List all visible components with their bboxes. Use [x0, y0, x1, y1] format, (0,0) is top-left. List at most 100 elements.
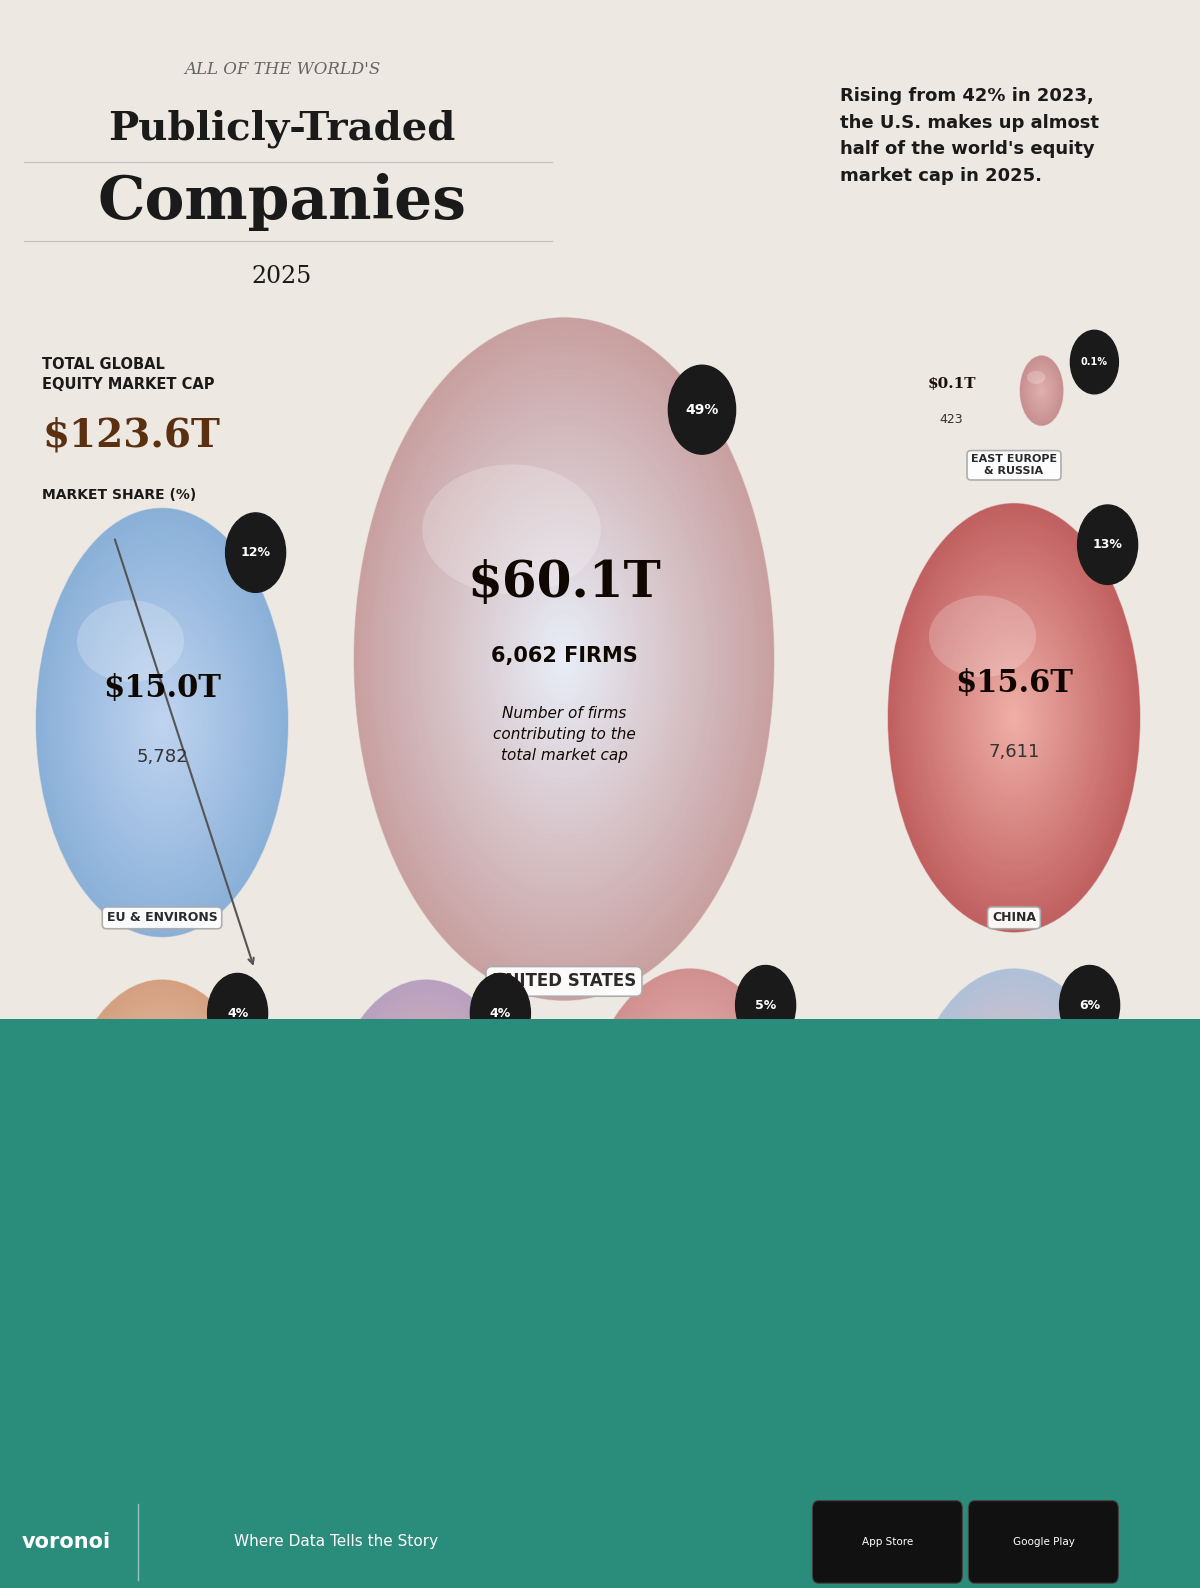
Ellipse shape — [1003, 1116, 1025, 1148]
Ellipse shape — [158, 716, 166, 730]
Ellipse shape — [358, 1026, 494, 1245]
Ellipse shape — [917, 1262, 1087, 1517]
FancyBboxPatch shape — [812, 1501, 962, 1583]
Ellipse shape — [522, 591, 606, 727]
Ellipse shape — [926, 567, 1103, 867]
Ellipse shape — [660, 1369, 696, 1423]
Ellipse shape — [659, 1083, 721, 1181]
Ellipse shape — [934, 1286, 1070, 1493]
Text: 1,725: 1,725 — [119, 1413, 157, 1428]
Ellipse shape — [152, 1120, 172, 1151]
Ellipse shape — [983, 664, 1045, 772]
Ellipse shape — [328, 1315, 440, 1493]
Ellipse shape — [640, 1339, 715, 1453]
Ellipse shape — [966, 1059, 1062, 1205]
Text: $5.1T: $5.1T — [386, 1099, 466, 1123]
Ellipse shape — [1021, 357, 1062, 424]
Ellipse shape — [98, 1340, 178, 1467]
Ellipse shape — [136, 1094, 188, 1177]
Ellipse shape — [664, 1375, 692, 1416]
Ellipse shape — [137, 1402, 139, 1405]
Ellipse shape — [910, 540, 1120, 896]
Ellipse shape — [935, 1010, 1093, 1255]
Ellipse shape — [990, 1372, 1014, 1407]
Ellipse shape — [337, 996, 515, 1275]
Text: 4,023: 4,023 — [666, 1150, 714, 1167]
Ellipse shape — [104, 1351, 172, 1456]
Ellipse shape — [131, 1086, 193, 1185]
Ellipse shape — [996, 1380, 1008, 1399]
Ellipse shape — [511, 573, 617, 745]
Ellipse shape — [966, 635, 1062, 800]
Text: LATIN AMERICA
& CARIBBEAN: LATIN AMERICA & CARIBBEAN — [336, 1497, 432, 1520]
Ellipse shape — [996, 1105, 1032, 1159]
Text: 6,062 FIRMS: 6,062 FIRMS — [491, 646, 637, 665]
Ellipse shape — [612, 1012, 768, 1253]
Ellipse shape — [55, 540, 269, 905]
Ellipse shape — [964, 1332, 1040, 1447]
Ellipse shape — [367, 1042, 485, 1229]
Ellipse shape — [118, 1066, 206, 1205]
Ellipse shape — [1040, 389, 1043, 392]
Ellipse shape — [601, 1280, 755, 1512]
Ellipse shape — [350, 1351, 418, 1456]
Ellipse shape — [347, 1012, 505, 1259]
Ellipse shape — [101, 619, 223, 826]
Ellipse shape — [943, 1302, 1061, 1477]
Ellipse shape — [320, 1304, 448, 1504]
Text: TOTAL GLOBAL
EQUITY MARKET CAP: TOTAL GLOBAL EQUITY MARKET CAP — [42, 357, 215, 392]
Ellipse shape — [1039, 386, 1044, 395]
Ellipse shape — [652, 1072, 728, 1193]
Ellipse shape — [421, 1127, 431, 1143]
Ellipse shape — [354, 318, 774, 1000]
Ellipse shape — [160, 719, 164, 726]
Ellipse shape — [968, 1061, 1060, 1204]
Circle shape — [208, 973, 268, 1053]
Ellipse shape — [346, 1008, 506, 1262]
Ellipse shape — [619, 1039, 708, 1100]
Ellipse shape — [954, 1040, 1074, 1224]
Text: 5%: 5% — [755, 999, 776, 1012]
Text: $3.0T: $3.0T — [644, 1366, 712, 1385]
Ellipse shape — [1001, 696, 1026, 740]
Ellipse shape — [1039, 387, 1043, 394]
Ellipse shape — [983, 1361, 1021, 1418]
Ellipse shape — [373, 1388, 395, 1420]
Ellipse shape — [72, 1299, 204, 1509]
Ellipse shape — [371, 1046, 481, 1224]
Circle shape — [736, 966, 796, 1045]
Ellipse shape — [1022, 359, 1061, 422]
Ellipse shape — [89, 1019, 236, 1251]
Ellipse shape — [434, 448, 694, 870]
Ellipse shape — [959, 1324, 1046, 1455]
Ellipse shape — [1027, 370, 1045, 384]
Ellipse shape — [637, 1051, 743, 1213]
Ellipse shape — [648, 1351, 707, 1440]
Ellipse shape — [606, 1002, 774, 1262]
Ellipse shape — [130, 1083, 194, 1188]
Ellipse shape — [76, 576, 248, 869]
Ellipse shape — [976, 1350, 1028, 1429]
Ellipse shape — [109, 634, 215, 811]
Ellipse shape — [120, 1375, 156, 1432]
Ellipse shape — [943, 596, 1086, 838]
Ellipse shape — [70, 1296, 206, 1512]
Ellipse shape — [491, 540, 637, 778]
Ellipse shape — [1037, 383, 1046, 399]
Ellipse shape — [328, 980, 524, 1291]
Ellipse shape — [389, 1075, 463, 1196]
Ellipse shape — [1037, 383, 1046, 399]
Ellipse shape — [674, 1108, 706, 1156]
Ellipse shape — [1022, 359, 1061, 422]
Text: $6.8T: $6.8T — [974, 1094, 1054, 1118]
Ellipse shape — [134, 1091, 190, 1180]
Ellipse shape — [38, 511, 286, 934]
Ellipse shape — [991, 678, 1037, 757]
Text: Number of firms
contributing to the
total market cap: Number of firms contributing to the tota… — [493, 705, 635, 762]
Ellipse shape — [83, 1318, 193, 1490]
Ellipse shape — [536, 613, 592, 705]
Ellipse shape — [946, 1026, 1082, 1239]
Ellipse shape — [667, 1378, 689, 1413]
Ellipse shape — [379, 1396, 389, 1412]
Ellipse shape — [382, 1401, 386, 1407]
